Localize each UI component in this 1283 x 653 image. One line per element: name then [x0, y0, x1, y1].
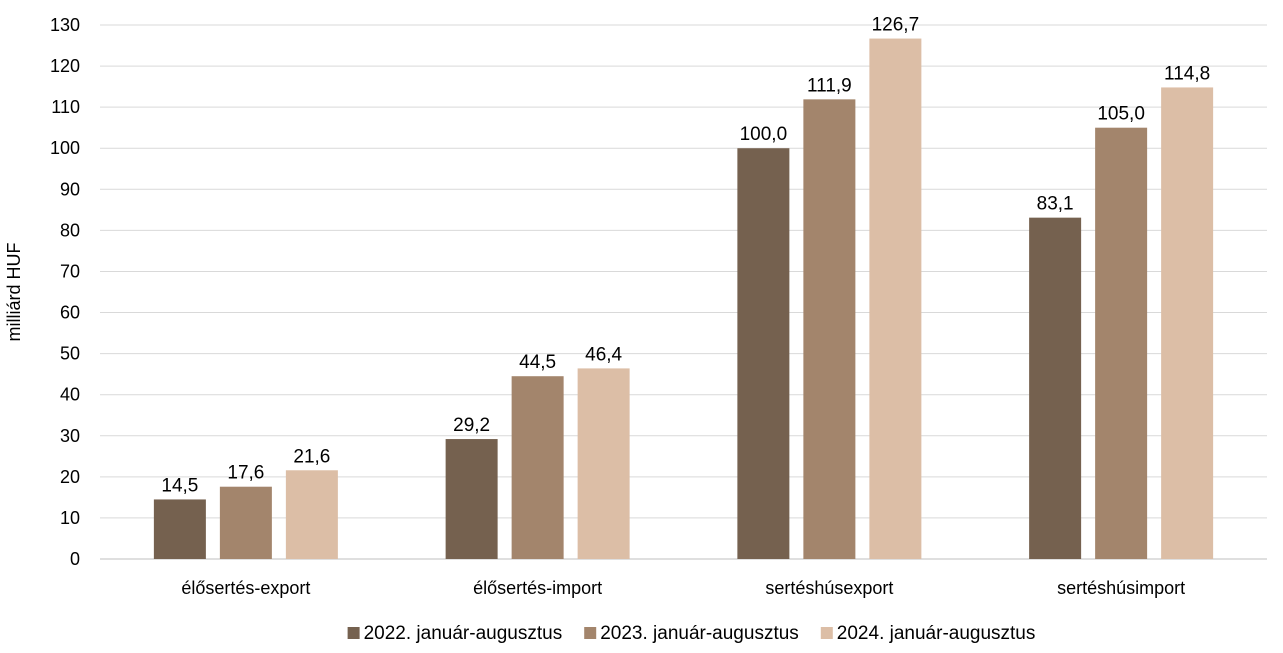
bars — [153, 38, 1214, 560]
y-tick-label: 80 — [60, 220, 80, 240]
y-tick-label: 30 — [60, 426, 80, 446]
data-labels: 14,5 17,6 21,6 29,2 44,5 46,4 100,0 111,9 126,7 8… — [161, 15, 1210, 497]
y-tick-label: 40 — [60, 385, 80, 405]
legend-label: 2022. január-augusztus — [364, 623, 563, 644]
data-label: 14,5 — [161, 475, 198, 496]
data-label: 83,1 — [1037, 194, 1074, 215]
y-tick-label: 100 — [50, 138, 80, 158]
y-tick-label: 20 — [60, 467, 80, 487]
gridlines — [100, 24, 1267, 560]
bar — [1029, 217, 1082, 560]
y-axis-ticks: 0 10 20 30 40 50 60 70 80 90 100 110 120 130 — [50, 15, 80, 569]
bar — [737, 148, 790, 559]
data-label: 114,8 — [1164, 63, 1210, 84]
bar — [445, 439, 498, 559]
data-label: 46,4 — [585, 344, 622, 365]
legend-item: 2024. január-augusztus — [820, 623, 1036, 644]
data-label: 29,2 — [453, 415, 490, 436]
y-tick-label: 70 — [60, 261, 80, 281]
x-tick-label: sertéshúsimport — [1057, 578, 1185, 598]
legend-swatch — [347, 627, 360, 639]
legend-item: 2022. január-augusztus — [347, 623, 563, 644]
bar — [285, 470, 338, 559]
y-tick-label: 60 — [60, 303, 80, 323]
bar — [803, 99, 856, 559]
x-tick-label: élősertés-export — [181, 578, 310, 598]
legend: 2022. január-augusztus 2023. január-augus… — [347, 623, 1036, 644]
data-label: 44,5 — [519, 352, 556, 373]
x-tick-label: sertéshúsexport — [765, 578, 893, 598]
bar — [511, 376, 564, 559]
bar — [1161, 87, 1214, 559]
y-tick-label: 90 — [60, 179, 80, 199]
y-tick-label: 120 — [50, 56, 80, 76]
y-tick-label: 110 — [51, 97, 80, 117]
bar — [577, 368, 630, 559]
data-label: 111,9 — [807, 75, 852, 96]
y-axis-label: milliárd HUF — [4, 242, 24, 341]
bar — [219, 486, 272, 559]
y-tick-label: 130 — [50, 15, 80, 35]
legend-item: 2023. január-augusztus — [584, 623, 799, 644]
data-label: 21,6 — [293, 446, 330, 467]
data-label: 17,6 — [227, 463, 264, 484]
data-label: 100,0 — [740, 124, 788, 145]
bar — [1095, 127, 1148, 559]
bar — [153, 499, 206, 559]
x-axis-ticks: élősertés-export élősertés-import sertéshú… — [181, 578, 1185, 598]
y-tick-label: 0 — [70, 549, 80, 569]
x-tick-label: élősertés-import — [473, 578, 602, 598]
legend-swatch — [820, 627, 833, 639]
legend-label: 2023. január-augusztus — [600, 623, 799, 644]
bar — [869, 38, 922, 560]
data-label: 105,0 — [1097, 104, 1145, 125]
y-tick-label: 10 — [60, 508, 80, 528]
data-label: 126,7 — [872, 15, 920, 36]
legend-swatch — [584, 627, 597, 639]
legend-label: 2024. január-augusztus — [837, 623, 1036, 644]
y-tick-label: 50 — [60, 344, 80, 364]
